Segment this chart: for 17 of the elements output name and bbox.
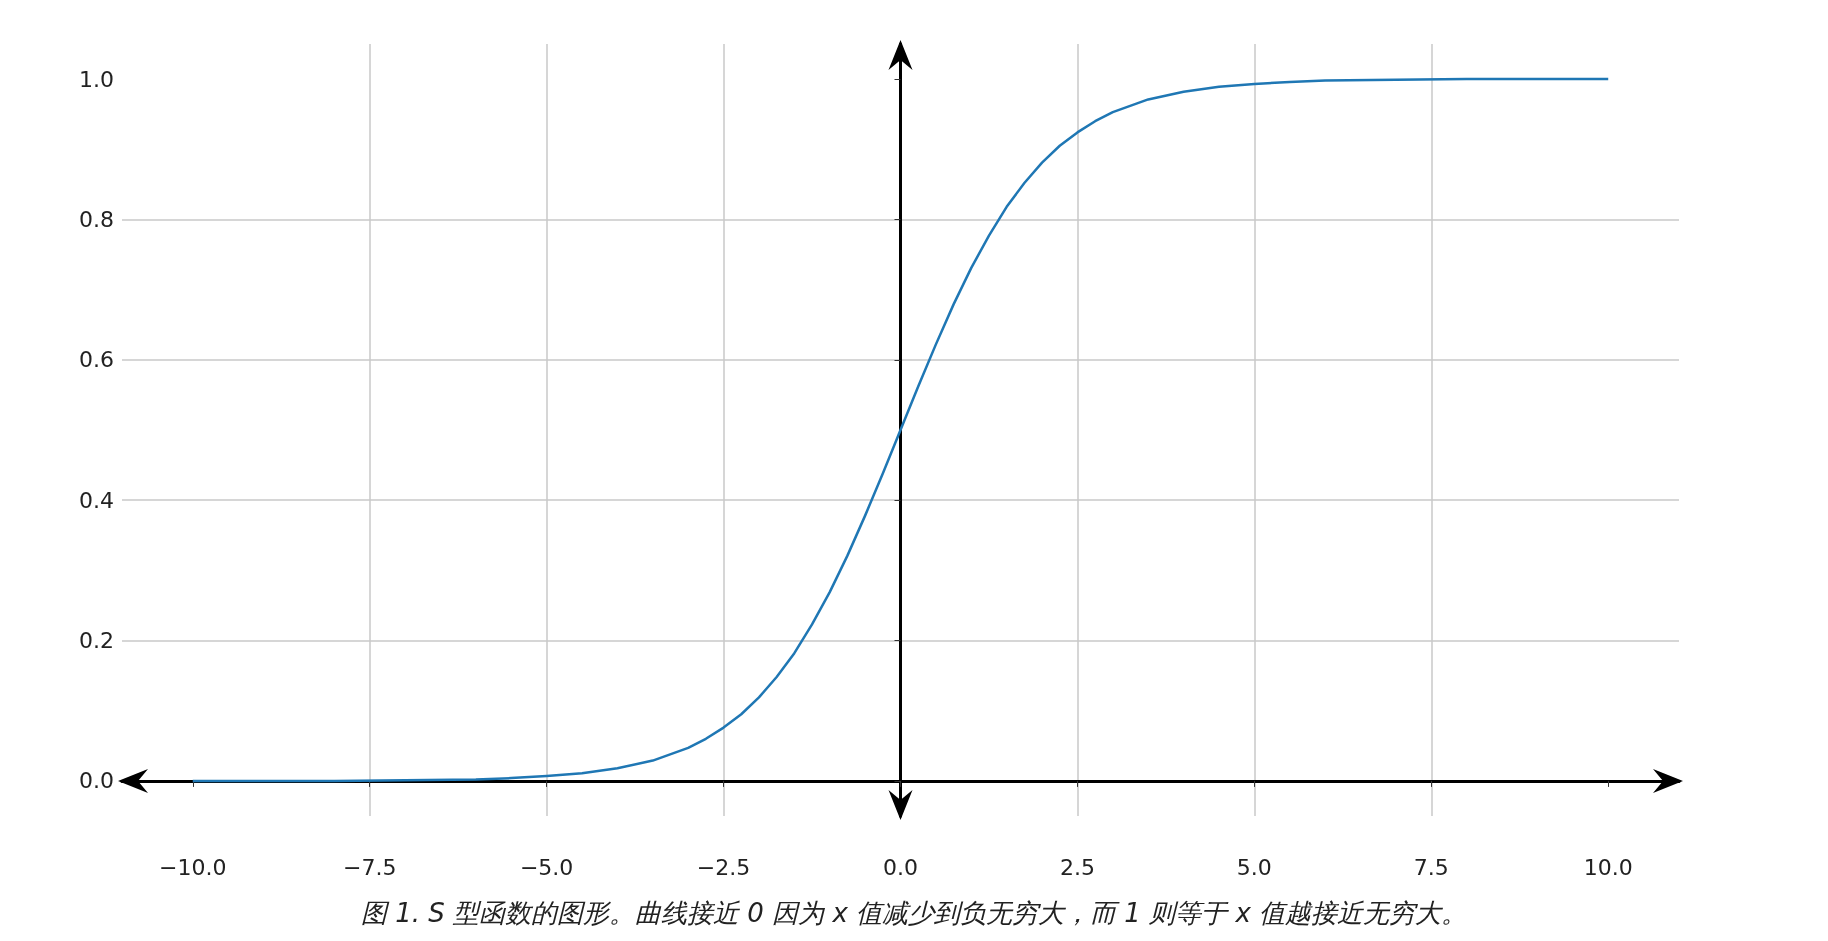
y-tick-label: 0.0 <box>79 768 114 794</box>
y-tick-label: 1.0 <box>79 66 114 92</box>
x-tick-label: 7.5 <box>1413 854 1449 880</box>
x-tick-label: −2.5 <box>696 854 751 880</box>
y-tick-label: 0.2 <box>79 628 114 654</box>
x-tick-label: 2.5 <box>1059 854 1095 880</box>
caption: 图 1. S 型函数的图形。曲线接近 0 因为 x 值减少到负无穷大，而 1 则等于 x 值越接近无穷大。 <box>360 898 1468 928</box>
x-tick-label: 10.0 <box>1583 854 1633 880</box>
x-tick-label: 5.0 <box>1236 854 1272 880</box>
x-tick-label: −7.5 <box>342 854 397 880</box>
x-tick-label: 0.0 <box>883 854 918 880</box>
y-tick-label: 0.8 <box>79 206 114 232</box>
x-tick-label: −5.0 <box>519 854 574 880</box>
x-tick-label: −10.0 <box>159 854 227 880</box>
y-tick-label: 0.6 <box>79 347 114 373</box>
line-series <box>191 77 1610 783</box>
y-tick-label: 0.4 <box>79 487 114 513</box>
